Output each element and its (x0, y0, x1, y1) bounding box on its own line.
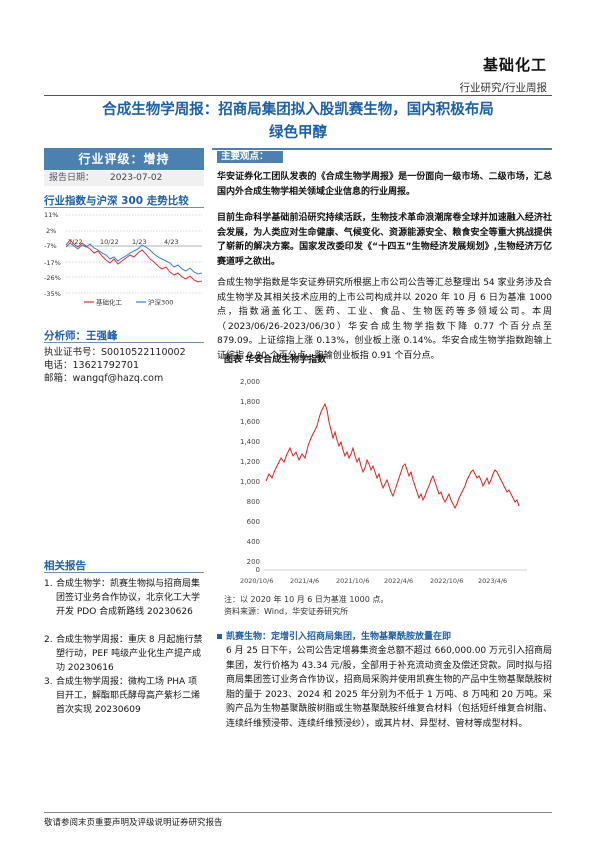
header-category: 行业研究/行业周报 (459, 82, 547, 94)
report-date-label: 报告日期： (49, 173, 95, 183)
chart-legend: 基础化工 沪深300 (84, 298, 173, 307)
rating-badge: 行业评级：增持 (44, 148, 204, 170)
figure-title: 图表 华安合成生物学指数 (224, 355, 327, 365)
report-date: 2023-07-02 (110, 173, 163, 183)
x-tick-label: 2021/4/6 (290, 577, 319, 585)
phone-label: 电话： (44, 360, 73, 371)
report-title: 合成生物学周报：招商局集团拟入股凯赛生物，国内积极布局 绿色甲醇 (44, 99, 552, 145)
x-tick-label: 2020/10/6 (240, 577, 273, 585)
y-tick-labels: 11% 2% -7% -17% -26% -35% (44, 211, 61, 298)
x-tick-label: 2023/4/6 (478, 577, 507, 585)
y-tick-label: 1,600 (240, 418, 260, 426)
footer-divider (44, 812, 552, 813)
related-reports-divider (44, 572, 204, 573)
main-points-bar: 主要观点： (212, 148, 552, 163)
y-tick-label: 2% (46, 227, 56, 235)
email-label: 邮箱： (44, 373, 73, 384)
legend-sector: 基础化工 (96, 298, 123, 307)
related-report-item[interactable]: 1. 合成生物学：凯赛生物拟与招商局集团签订业务合作协议，北京化工大学开发 PDO… (44, 577, 204, 619)
related-report-text: 合成生物学周报：重庆 8 月起施行禁塑行动，PEF 吨级产业化生产提产成功 20… (56, 635, 203, 673)
y-tick-label: 1,800 (240, 398, 260, 406)
series-line-sector (65, 239, 203, 283)
y-tick-label: 0 (256, 566, 260, 574)
y-tick-label: 800 (247, 498, 260, 506)
header-divider (44, 95, 552, 96)
bullet-heading-text: 凯赛生物：定增引入招商局集团，生物基聚酰胺放量在即 (226, 632, 452, 642)
analyst-email-row: 邮箱：wangqf@hazq.com (44, 372, 163, 385)
analyst-title: 分析师：王强峰 (44, 330, 118, 342)
x-tick-label: 7/22 (68, 238, 83, 246)
index-chart-divider (44, 207, 204, 208)
y-tick-label: 200 (247, 558, 260, 566)
y-tick-label: -7% (44, 242, 57, 250)
report-title-line2: 绿色甲醇 (269, 125, 327, 141)
y-tick-label: 11% (44, 211, 58, 219)
index-comparison-chart: 11% 2% -7% -17% -26% -35% 7/22 10/22 1/2… (44, 211, 203, 307)
analyst-divider (44, 342, 204, 343)
related-report-number: 1. (44, 579, 53, 589)
header-sector: 基础化工 (482, 56, 547, 74)
analyst-cert-row: 执业证书号：S0010522110002 (44, 346, 186, 359)
x-tick-label: 2021/10/6 (336, 577, 369, 585)
y-tick-label: 2,000 (240, 378, 260, 386)
legend-hs300: 沪深300 (148, 298, 173, 307)
related-report-text: 合成生物学周报：微构工场 PHA 项目开工，解酯耶氏酵母高产紫杉二烯首次实现 2… (56, 677, 201, 715)
x-tick-label: 2022/4/6 (384, 577, 413, 585)
background-paragraph: 目前生命科学基础前沿研究持续活跃，生物技术革命浪潮席卷全球并加速融入经济社会发展… (217, 213, 552, 267)
y-tick-label: 1,000 (240, 478, 260, 486)
related-report-number: 2. (44, 635, 53, 645)
bullet-heading: 凯赛生物：定增引入招商局集团，生物基聚酰胺放量在即 (217, 629, 451, 642)
x-tick-labels: 2020/10/6 2021/4/6 2021/10/6 2022/4/6 20… (240, 577, 507, 585)
y-tick-label: 1,200 (240, 458, 260, 466)
x-tick-label: 10/22 (100, 238, 119, 246)
phone-number: 13621792701 (72, 360, 140, 371)
y-tick-label: -26% (44, 274, 61, 282)
related-reports-title: 相关报告 (44, 560, 86, 572)
footer-disclaimer: 敬请参阅末页重要声明及评级说明证券研究报告 (44, 818, 223, 828)
related-report-text: 合成生物学：凯赛生物拟与招商局集团签订业务合作协议，北京化工大学开发 PDO 合… (56, 579, 201, 617)
related-report-number: 3. (44, 677, 53, 687)
series-line-hs300 (65, 242, 203, 275)
figure-note: 注：以 2020 年 10 月 6 日为基准 1000 点。 (224, 595, 389, 604)
x-tick-label: 4/23 (164, 238, 179, 246)
y-tick-label: 600 (247, 518, 260, 526)
cert-label: 执业证书号： (44, 347, 102, 358)
report-title-line1: 合成生物学周报：招商局集团拟入股凯赛生物，国内积极布局 (102, 102, 494, 118)
intro-paragraph: 华安证券化工团队发表的《合成生物学周报》是一份面向一级市场、二级市场，汇总国内外… (217, 172, 552, 197)
cert-number: S0010522110002 (101, 347, 186, 358)
report-date-row: 报告日期： 2023-07-02 (44, 171, 204, 186)
synbio-index-line (265, 402, 520, 510)
x-tick-label: 1/23 (132, 238, 147, 246)
y-tick-label: -35% (44, 290, 61, 298)
figure-source: 资料来源：Wind，华安证券研究所 (224, 607, 349, 616)
index-summary-paragraph: 合成生物学指数是华安证券研究所根据上市公司公告等汇总整理出 54 家业务涉及合成… (217, 278, 552, 361)
y-tick-label: 1,400 (240, 438, 260, 446)
y-tick-labels: 2,000 1,800 1,600 1,400 1,200 1,000 800 … (240, 378, 260, 574)
y-tick-label: 400 (247, 538, 260, 546)
main-points-label: 主要观点： (217, 151, 283, 163)
y-tick-label: -17% (44, 259, 61, 267)
analyst-phone-row: 电话：13621792701 (44, 359, 139, 372)
x-tick-labels: 7/22 10/22 1/23 4/23 (68, 238, 179, 246)
related-report-item[interactable]: 3. 合成生物学周报：微构工场 PHA 项目开工，解酯耶氏酵母高产紫杉二烯首次实现… (44, 675, 204, 717)
bullet-body: 6 月 25 日下午，公司公告定增募集资金总额不超过 660,000.00 万元… (226, 646, 553, 729)
x-tick-label: 2022/10/6 (430, 577, 463, 585)
related-report-item[interactable]: 2. 合成生物学周报：重庆 8 月起施行禁塑行动，PEF 吨级产业化生产提产成功 … (44, 633, 204, 675)
bullet-square-icon (217, 634, 222, 639)
index-chart-title: 行业指数与沪深 300 走势比较 (44, 195, 189, 207)
synbio-index-chart: 2,000 1,800 1,600 1,400 1,200 1,000 800 … (240, 378, 527, 585)
email-link[interactable]: wangqf@hazq.com (72, 373, 164, 384)
